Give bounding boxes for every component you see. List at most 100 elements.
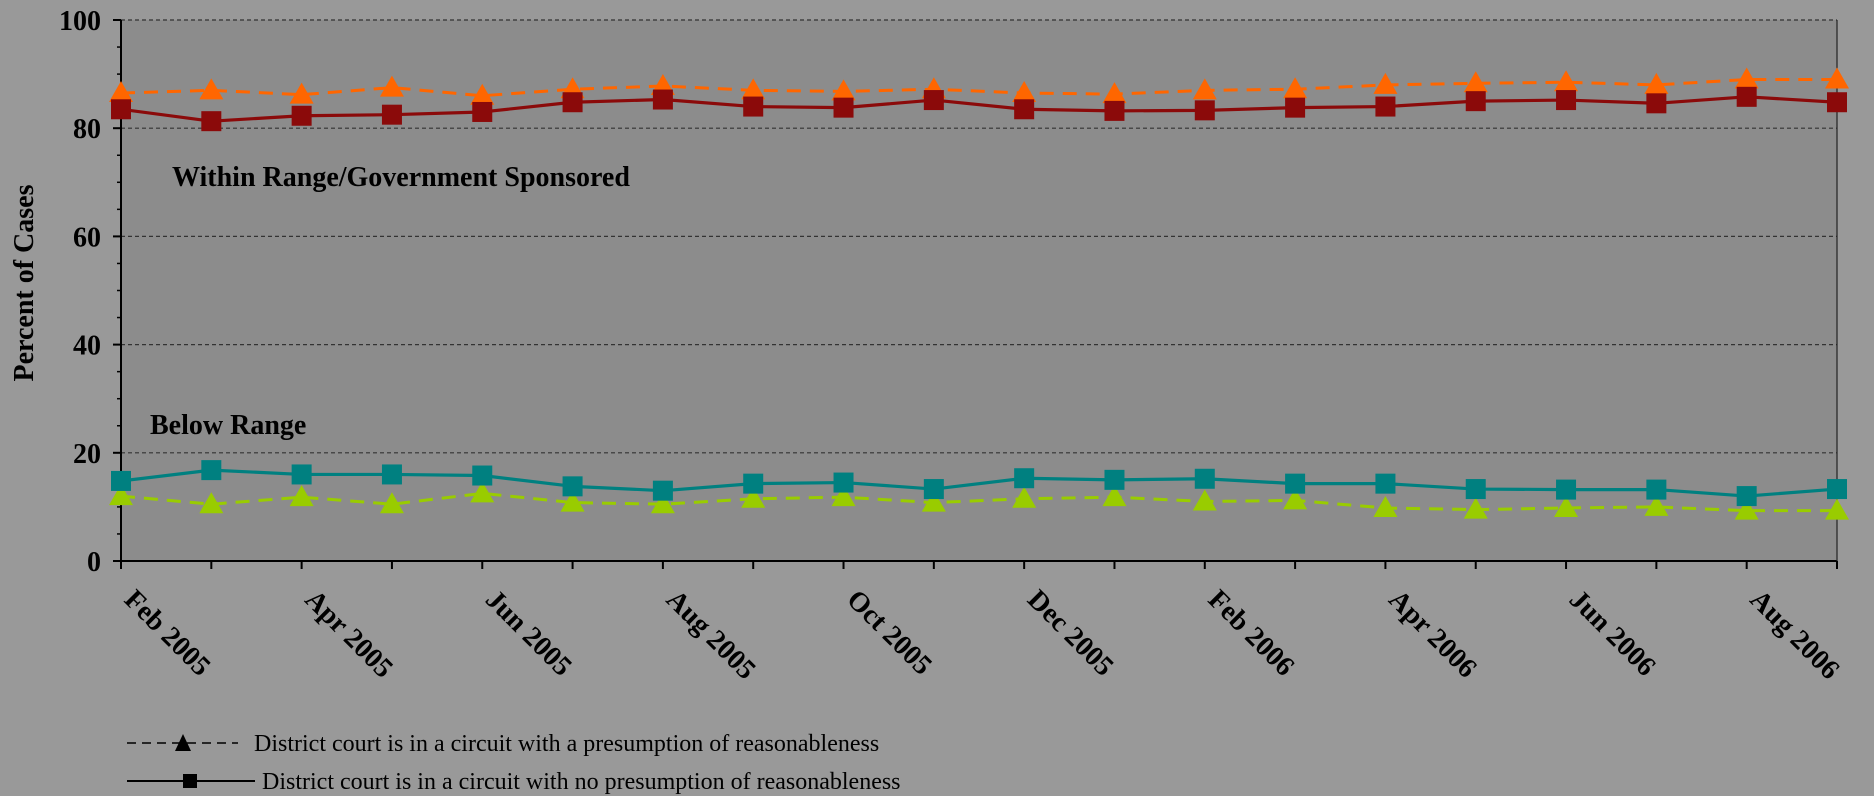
data-point-triangle xyxy=(1283,488,1308,510)
legend-label-no-presumption: District court is in a circuit with no p… xyxy=(262,769,901,795)
data-point-triangle xyxy=(1283,77,1308,99)
data-point-triangle xyxy=(1463,71,1488,93)
data-point-square xyxy=(111,470,131,491)
data-point-square xyxy=(201,111,222,132)
series-line xyxy=(120,468,1838,498)
axes xyxy=(113,19,1838,569)
data-point-square xyxy=(291,464,312,485)
series-group xyxy=(109,67,1849,520)
data-point-square xyxy=(1556,479,1577,500)
data-point-triangle xyxy=(470,83,495,105)
data-point-triangle xyxy=(1102,485,1127,507)
data-point-square xyxy=(1646,93,1667,114)
data-point-square xyxy=(833,472,854,493)
data-point-triangle xyxy=(921,490,946,512)
data-point-triangle xyxy=(1012,486,1037,508)
data-point-square xyxy=(1827,479,1847,500)
data-point-square xyxy=(833,97,854,118)
data-point-triangle xyxy=(1192,78,1217,100)
y-tick-label: 0 xyxy=(87,547,101,578)
data-point-square xyxy=(1736,86,1757,107)
series-line xyxy=(120,95,1838,123)
data-point-square xyxy=(562,476,583,497)
data-point-triangle xyxy=(1825,498,1849,520)
data-point-triangle xyxy=(741,486,766,508)
data-point-triangle xyxy=(289,82,314,104)
data-point-triangle xyxy=(1463,497,1488,519)
annotation-within-range: Within Range/Government Sponsored xyxy=(172,162,630,193)
series-line xyxy=(120,491,1837,513)
data-point-triangle xyxy=(650,492,675,514)
gridlines xyxy=(121,19,1837,454)
data-point-triangle xyxy=(1373,495,1398,517)
data-point-triangle xyxy=(560,490,585,512)
legend: District court is in a circuit with a pr… xyxy=(127,731,901,795)
data-point-square xyxy=(1014,99,1035,120)
data-point-square xyxy=(1375,473,1396,494)
data-point-triangle xyxy=(470,481,495,503)
data-point-square xyxy=(1194,468,1215,489)
data-point-square xyxy=(381,104,402,125)
series-line xyxy=(120,78,1837,98)
data-point-square xyxy=(652,89,673,110)
data-point-triangle xyxy=(199,78,224,100)
data-point-triangle xyxy=(1644,72,1669,94)
data-point-square xyxy=(743,473,764,494)
data-point-triangle xyxy=(379,75,404,97)
data-point-square xyxy=(1014,468,1035,489)
data-point-square xyxy=(1556,90,1577,111)
data-point-triangle xyxy=(109,81,133,103)
data-point-square xyxy=(291,105,312,126)
y-tick-label: 80 xyxy=(73,114,101,145)
y-tick-label: 40 xyxy=(73,331,101,362)
data-point-square xyxy=(111,99,131,120)
data-point-triangle xyxy=(1012,81,1037,103)
y-tick-label: 60 xyxy=(73,222,101,253)
data-point-square xyxy=(1646,479,1667,500)
annotation-below-range: Below Range xyxy=(150,410,306,441)
series-1-solid-square xyxy=(111,86,1847,132)
y-axis-label: Percent of Cases xyxy=(9,184,40,381)
data-point-square xyxy=(1285,97,1306,118)
data-point-square xyxy=(1104,469,1125,490)
data-point-square xyxy=(1465,479,1486,500)
y-tick-label: 100 xyxy=(59,6,101,37)
data-point-triangle xyxy=(1734,67,1759,89)
data-point-square xyxy=(743,96,764,117)
data-point-square xyxy=(472,465,493,486)
series-0-dashed-triangle xyxy=(109,67,1849,105)
data-point-triangle xyxy=(1825,67,1849,89)
data-point-square xyxy=(472,101,493,122)
data-point-square xyxy=(652,480,673,501)
y-tick-label: 20 xyxy=(73,439,101,470)
data-point-square xyxy=(381,464,402,485)
data-point-square xyxy=(1104,100,1125,121)
data-point-triangle xyxy=(1192,489,1217,511)
data-point-square xyxy=(1375,96,1396,117)
data-point-triangle xyxy=(289,485,314,507)
series-3-solid-square xyxy=(111,460,1847,507)
legend-square-icon xyxy=(183,774,197,788)
plot-area xyxy=(121,20,1837,561)
data-point-triangle xyxy=(1554,70,1579,92)
data-point-square xyxy=(562,92,583,113)
y-tick-labels: 0 20 40 60 80 100 xyxy=(59,6,101,578)
data-point-triangle xyxy=(741,78,766,100)
data-point-triangle xyxy=(831,485,856,507)
legend-item-no-presumption: District court is in a circuit with no p… xyxy=(127,769,901,795)
data-point-triangle xyxy=(379,492,404,514)
data-point-square xyxy=(923,90,944,111)
data-point-triangle xyxy=(1554,495,1579,517)
data-point-triangle xyxy=(1373,72,1398,94)
data-point-triangle xyxy=(831,79,856,101)
data-point-square xyxy=(201,460,222,481)
data-point-square xyxy=(1194,100,1215,121)
data-point-square xyxy=(1736,486,1757,507)
data-point-triangle xyxy=(199,492,224,514)
data-point-square xyxy=(1827,92,1847,113)
data-point-triangle xyxy=(1102,82,1127,104)
data-point-triangle xyxy=(1644,494,1669,516)
legend-item-presumption: District court is in a circuit with a pr… xyxy=(127,731,879,757)
data-point-triangle xyxy=(1734,498,1759,520)
